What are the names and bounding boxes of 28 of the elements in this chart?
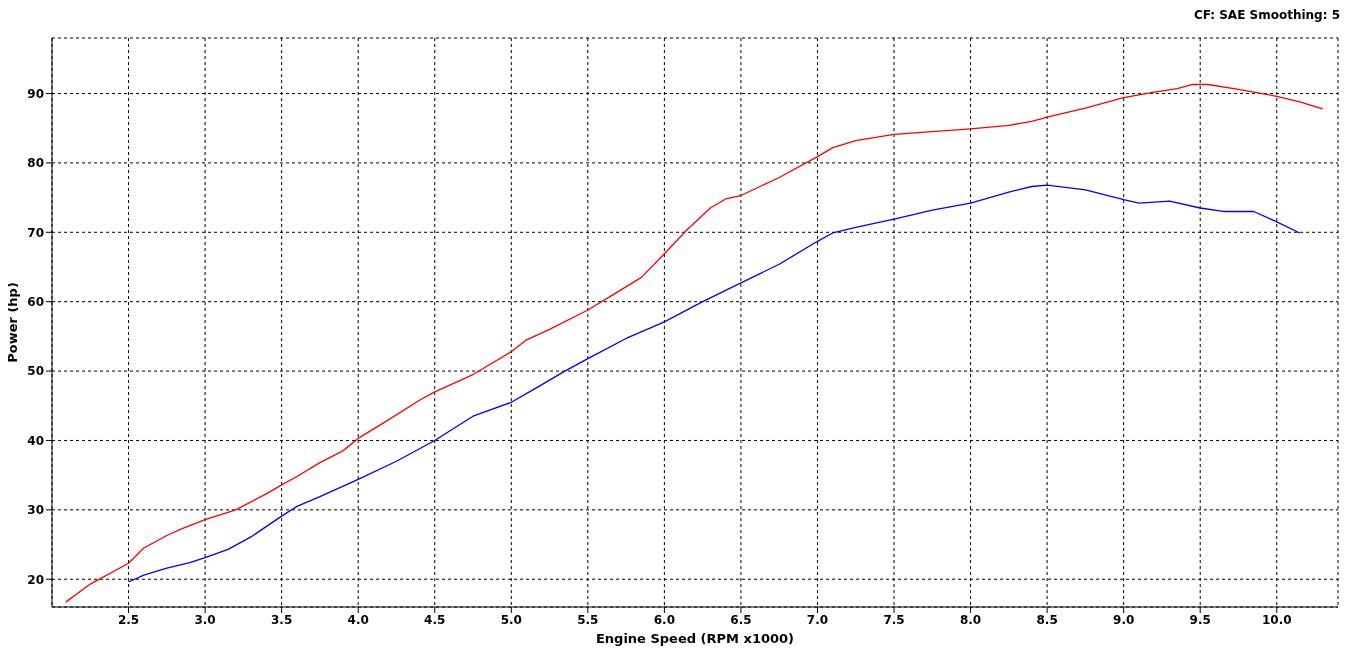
- y-tick-label: 70: [27, 225, 44, 240]
- x-tick-label: 2.5: [117, 612, 140, 627]
- x-tick-label: 8.0: [959, 612, 982, 627]
- x-tick-label: 3.0: [194, 612, 216, 627]
- x-tick-label: 4.0: [347, 612, 369, 627]
- x-tick-label: 7.5: [883, 612, 905, 627]
- x-tick-label: 3.5: [271, 612, 293, 627]
- x-tick-label: 8.5: [1036, 612, 1058, 627]
- y-tick-label: 50: [27, 364, 44, 379]
- x-tick-label: 9.5: [1189, 612, 1211, 627]
- y-tick-label: 40: [27, 433, 44, 448]
- line-series: [127, 184, 1301, 583]
- line-series: [65, 83, 1324, 603]
- y-tick-label: 60: [27, 294, 44, 309]
- y-tick-label: 20: [27, 572, 44, 587]
- x-tick-label: 9.0: [1113, 612, 1135, 627]
- x-tick-label: 4.5: [424, 612, 446, 627]
- x-tick-label: 5.0: [500, 612, 522, 627]
- x-tick-label: 6.5: [730, 612, 752, 627]
- x-tick-label: 5.5: [577, 612, 599, 627]
- x-axis-title: Engine Speed (RPM x1000): [595, 631, 795, 646]
- y-tick-label: 90: [27, 86, 44, 101]
- x-tick-label: 6.0: [653, 612, 676, 627]
- text: CF: SAE Smoothing: 5: [1193, 8, 1340, 22]
- x-tick-label: 10.0: [1261, 612, 1292, 627]
- y-tick-label: 30: [27, 503, 44, 518]
- x-tick-label: 7.0: [806, 612, 829, 627]
- y-tick-label: 80: [27, 156, 44, 171]
